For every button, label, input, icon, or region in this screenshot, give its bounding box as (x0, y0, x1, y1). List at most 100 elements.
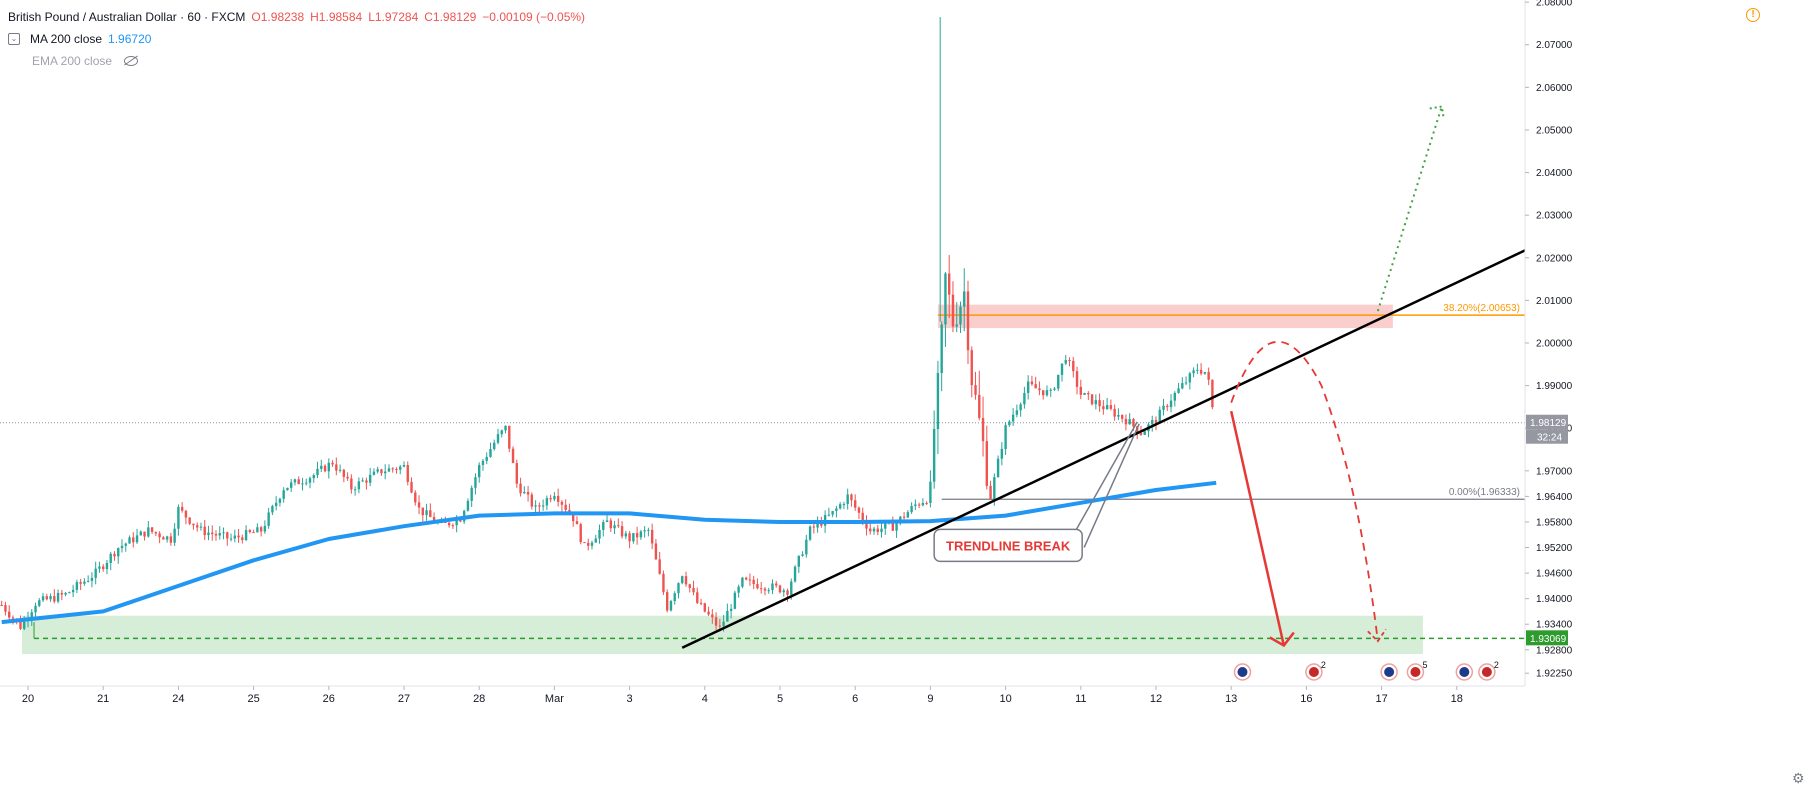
candle (590, 540, 594, 550)
candle-body (861, 512, 864, 522)
candle-body (94, 568, 97, 578)
candle (489, 442, 492, 458)
candle-body (79, 582, 82, 584)
candle-body (353, 489, 357, 491)
symbol-row: British Pound / Australian Dollar · 60 ·… (8, 6, 585, 28)
candle (917, 502, 921, 509)
y-tick-label: 2.06000 (1536, 83, 1573, 94)
candle (357, 477, 361, 494)
candle-body (1113, 408, 1116, 417)
candle-body (677, 583, 680, 594)
candle-body (711, 614, 714, 618)
low-value: L1.97284 (368, 10, 419, 24)
candle (816, 516, 819, 533)
candle-body (553, 495, 556, 500)
gear-icon[interactable]: ⚙ (1792, 770, 1805, 786)
candle (1000, 442, 1004, 466)
candle-body (981, 417, 985, 442)
candle (1120, 414, 1124, 422)
candle (417, 495, 421, 515)
candle (876, 524, 879, 536)
candle (756, 578, 759, 590)
ma-row[interactable]: ⌄ MA 200 close 1.96720 (8, 28, 585, 50)
candle (827, 507, 831, 517)
candle-body (876, 528, 879, 533)
candle-body (177, 506, 180, 529)
candle-body (342, 469, 346, 477)
candle (624, 530, 628, 540)
ema-row[interactable]: EMA 200 close (8, 50, 585, 72)
candle-body (192, 523, 195, 526)
candle-body (165, 536, 169, 540)
symbol-title[interactable]: British Pound / Australian Dollar · 60 ·… (8, 10, 246, 24)
candle (929, 470, 932, 508)
candle-body (56, 592, 60, 602)
candle-body (748, 579, 752, 581)
candle-body (1162, 405, 1165, 410)
candle-body (368, 474, 372, 483)
candle (801, 551, 804, 557)
y-tick-label: 1.95800 (1536, 517, 1573, 528)
candle (654, 539, 658, 560)
candle (86, 575, 90, 583)
candle (1045, 385, 1049, 397)
ema-label[interactable]: EMA 200 close (32, 54, 113, 68)
candle-body (635, 533, 639, 538)
candle (955, 302, 958, 333)
candle (196, 522, 199, 532)
candle-body (459, 519, 462, 522)
event-badge: 5 (1406, 660, 1427, 681)
candle (511, 446, 515, 464)
candle (1038, 381, 1041, 396)
candle-body (605, 520, 609, 523)
candle-body (1060, 363, 1064, 375)
candle (658, 551, 661, 575)
event-badge (1380, 663, 1398, 681)
candle-body (214, 534, 218, 536)
candle-body (0, 605, 3, 607)
event-badge (1455, 663, 1474, 681)
candle-body (335, 464, 338, 471)
candle-body (793, 566, 797, 582)
candle-body (316, 468, 319, 476)
candle-body (632, 533, 635, 542)
y-tick-label: 1.94000 (1536, 594, 1573, 605)
candle-body (1124, 418, 1128, 425)
candle (331, 460, 334, 467)
candle-body (105, 562, 109, 570)
candle (139, 530, 142, 536)
y-tick-label: 2.01000 (1536, 296, 1573, 307)
ma-label[interactable]: MA 200 close (30, 32, 103, 46)
candle-body (380, 469, 383, 474)
candle (1083, 392, 1086, 396)
candle-body (1015, 410, 1019, 415)
hidden-eye-icon[interactable] (124, 56, 139, 66)
callout-pointer (1073, 421, 1138, 534)
candle-body (493, 442, 496, 450)
x-tick-label: 25 (247, 693, 259, 705)
candle-body (90, 577, 94, 581)
candle-body (1004, 425, 1007, 449)
candle-body (696, 592, 699, 603)
candle (865, 515, 868, 536)
close-value: C1.98129 (424, 10, 477, 24)
candle (760, 582, 763, 594)
event-badge: 2 (1478, 660, 1499, 681)
candle (981, 396, 985, 457)
candle (1057, 374, 1060, 392)
candle (372, 468, 376, 476)
candle (895, 520, 898, 538)
candle-body (854, 500, 857, 508)
candle (1098, 393, 1101, 412)
candle (113, 551, 116, 561)
candle-body (1192, 370, 1195, 374)
alert-icon[interactable]: ! (1746, 8, 1760, 22)
candle-body (1072, 360, 1075, 372)
candle (884, 523, 887, 535)
collapse-chevron-icon[interactable]: ⌄ (8, 33, 20, 45)
candle-body (805, 539, 808, 555)
candle-body (1068, 360, 1071, 362)
candle-body (1019, 404, 1022, 411)
candle (188, 517, 191, 526)
